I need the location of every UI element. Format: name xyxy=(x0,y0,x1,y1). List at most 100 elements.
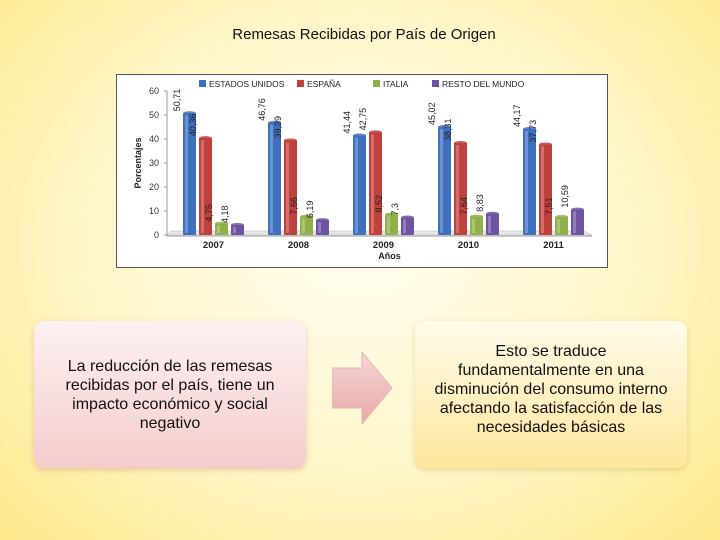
impact-text-box: La reducción de las remesas recibidas po… xyxy=(34,321,306,468)
y-axis-title: Porcentajes xyxy=(133,137,143,188)
y-tick-label: 40 xyxy=(149,134,159,144)
bar-highlight xyxy=(525,130,528,233)
y-tick-label: 60 xyxy=(149,86,159,96)
bar-cap xyxy=(268,120,281,125)
bar-highlight xyxy=(387,216,390,233)
slide-title: Remesas Recibidas por País de Origen xyxy=(232,26,496,43)
bar-value-label: 42,75 xyxy=(358,108,368,131)
bar xyxy=(300,216,313,235)
bar-cap xyxy=(215,221,228,226)
bar-cap xyxy=(199,136,212,141)
right-arrow-icon xyxy=(332,352,392,424)
bar-value-label: 7,51 xyxy=(544,197,554,215)
y-tick-label: 30 xyxy=(149,158,159,168)
bar-highlight xyxy=(573,211,576,233)
bar-highlight xyxy=(270,124,273,233)
bar-cap xyxy=(385,212,398,217)
x-tick-label: 2007 xyxy=(203,240,224,251)
bar-value-label: 40,36 xyxy=(188,114,198,137)
bar-value-label: 7,3 xyxy=(390,203,400,216)
bar-highlight xyxy=(302,218,305,233)
bar xyxy=(199,138,212,235)
bar-value-label: 45,02 xyxy=(427,102,437,125)
bar xyxy=(369,132,382,235)
bar-cap xyxy=(571,207,584,212)
x-tick-label: 2011 xyxy=(543,240,564,251)
x-tick-label: 2010 xyxy=(458,240,479,251)
bar-highlight xyxy=(371,134,374,233)
bar-value-label: 7,64 xyxy=(459,197,469,215)
legend-label: ITALIA xyxy=(383,79,409,89)
bar-highlight xyxy=(233,226,236,233)
impact-text: La reducción de las remesas recibidas po… xyxy=(65,357,275,432)
x-tick-label: 2008 xyxy=(288,240,309,251)
bar-highlight xyxy=(185,115,188,233)
bar-cap xyxy=(300,214,313,219)
bar xyxy=(183,113,196,235)
y-tick-label: 20 xyxy=(149,182,159,192)
bar-cap xyxy=(486,211,499,216)
bar-value-label: 4,75 xyxy=(204,204,214,222)
bar xyxy=(284,140,297,235)
bar xyxy=(353,135,366,235)
legend-swatch xyxy=(199,80,206,87)
bar xyxy=(215,223,228,235)
bar-value-label: 8,83 xyxy=(475,194,485,212)
legend-swatch xyxy=(373,80,380,87)
bar-cap xyxy=(454,141,467,146)
bar xyxy=(438,126,451,235)
bar-highlight xyxy=(318,222,321,233)
bar-chart: 0 10 20 30 40 50 60 Porcentajes ESTADOS UNIDOS ES… xyxy=(133,79,593,261)
bar-value-label: 39,39 xyxy=(273,116,283,139)
bar-highlight xyxy=(201,140,204,233)
bar-value-label: 46,76 xyxy=(257,98,267,121)
legend-label: ESTADOS UNIDOS xyxy=(209,79,285,89)
bar-cap xyxy=(470,214,483,219)
bar xyxy=(401,217,414,235)
bar-cap xyxy=(353,133,366,138)
y-tick-label: 0 xyxy=(154,230,159,240)
bar-value-label: 10,59 xyxy=(560,185,570,208)
bar-cap xyxy=(401,215,414,220)
bar-value-label: 8,52 xyxy=(374,195,384,213)
bar-cap xyxy=(555,214,568,219)
bar-value-label: 37,73 xyxy=(528,120,538,143)
bar-cap xyxy=(284,138,297,143)
bar xyxy=(231,224,244,235)
x-tick-label: 2009 xyxy=(373,240,394,251)
bar-highlight xyxy=(488,215,491,233)
bar xyxy=(539,144,552,235)
legend-label: ESPAÑA xyxy=(307,79,341,89)
bar xyxy=(316,220,329,235)
bar-highlight xyxy=(472,218,475,233)
bar-highlight xyxy=(541,146,544,233)
x-axis-title: Años xyxy=(378,251,401,261)
bar-cap xyxy=(231,222,244,227)
bar-cap xyxy=(523,126,536,131)
consequence-text-box: Esto se traduce fundamentalmente en una … xyxy=(415,321,687,468)
bar xyxy=(486,213,499,235)
bar-value-label: 41,44 xyxy=(342,111,352,134)
bar-highlight xyxy=(286,142,289,233)
bar-cap xyxy=(539,142,552,147)
bar-highlight xyxy=(456,145,459,233)
bar-value-label: 50,71 xyxy=(172,89,182,112)
bar-highlight xyxy=(440,128,443,233)
bar xyxy=(555,216,568,235)
bar-cap xyxy=(438,124,451,129)
bar-value-label: 44,17 xyxy=(512,104,522,127)
bar xyxy=(385,214,398,235)
bar-cap xyxy=(316,218,329,223)
bar-cap xyxy=(369,130,382,135)
consequence-text: Esto se traduce fundamentalmente en una … xyxy=(434,343,668,436)
legend-label: RESTO DEL MUNDO xyxy=(442,79,525,89)
y-tick-label: 50 xyxy=(149,110,159,120)
bar-value-label: 7,66 xyxy=(289,197,299,215)
chart-frame: 0 10 20 30 40 50 60 Porcentajes ESTADOS UNIDOS ES… xyxy=(116,74,608,268)
bar xyxy=(268,122,281,235)
legend-swatch xyxy=(297,80,304,87)
bar xyxy=(523,128,536,235)
bar-highlight xyxy=(355,137,358,233)
bar-value-label: 38,31 xyxy=(443,119,453,142)
bar xyxy=(470,216,483,235)
